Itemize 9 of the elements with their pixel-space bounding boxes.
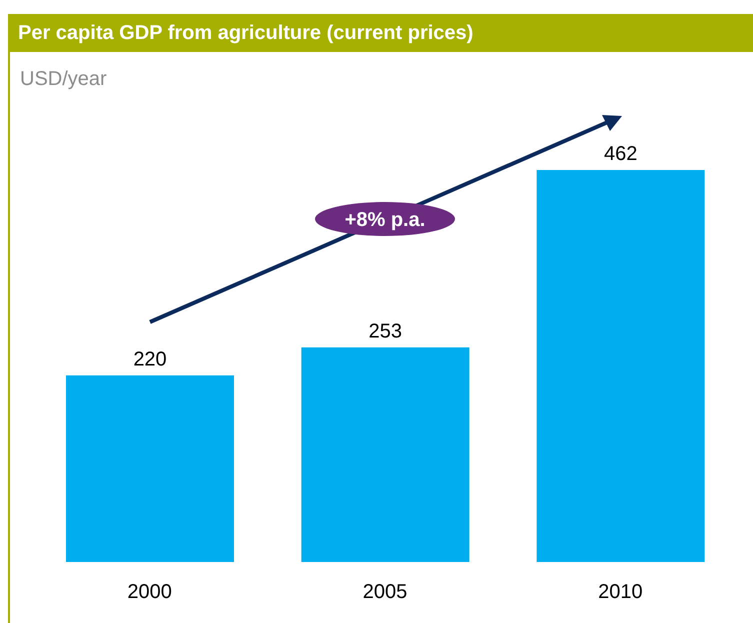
data-label: 462 <box>604 143 638 165</box>
y-axis-title: USD/year <box>20 68 107 91</box>
data-label: 220 <box>133 348 167 370</box>
data-label: 253 <box>368 320 402 342</box>
x-tick-label: 2005 <box>362 581 408 604</box>
annotation: +8% p.a. <box>344 209 426 231</box>
x-tick-label: 2010 <box>598 581 643 604</box>
x-tick-label: 2000 <box>127 581 172 604</box>
chart-title: Per capita GDP from agriculture (current prices) <box>8 14 753 52</box>
